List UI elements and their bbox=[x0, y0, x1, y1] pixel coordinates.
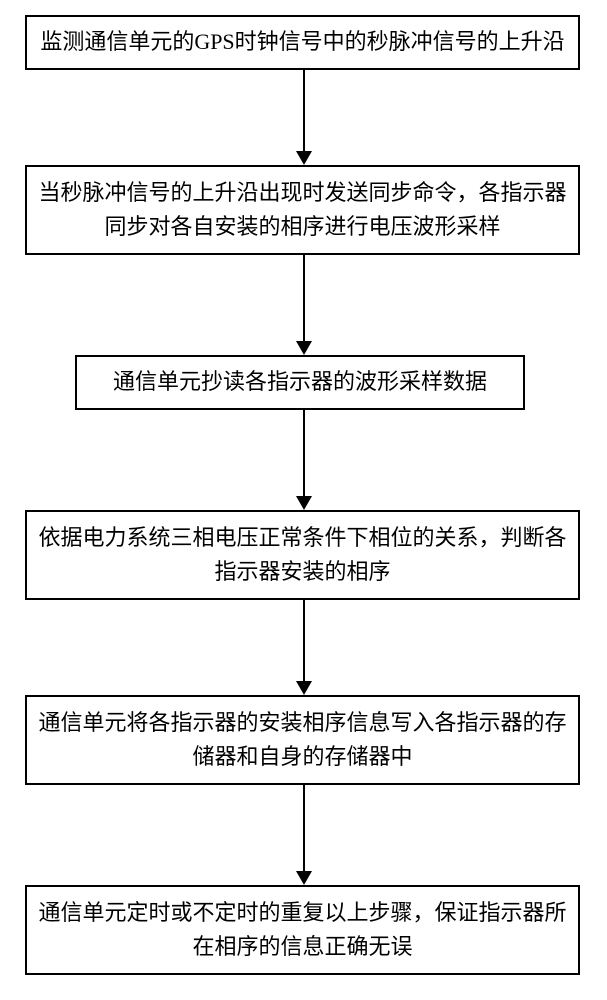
flow-edge-4-line bbox=[303, 600, 305, 681]
flow-node-6: 通信单元定时或不定时的重复以上步骤，保证指示器所在相序的信息正确无误 bbox=[25, 885, 580, 975]
flow-edge-2-line bbox=[303, 255, 305, 341]
flow-edge-2-head bbox=[296, 341, 312, 355]
flow-edge-3-line bbox=[303, 410, 305, 496]
flow-node-2-label: 当秒脉冲信号的上升沿出现时发送同步命令，各指示器同步对各自安装的相序进行电压波形… bbox=[37, 176, 568, 244]
flowchart-canvas: 监测通信单元的GPS时钟信号中的秒脉冲信号的上升沿 当秒脉冲信号的上升沿出现时发… bbox=[0, 0, 607, 1000]
flow-edge-1-line bbox=[303, 70, 305, 151]
flow-node-1-label: 监测通信单元的GPS时钟信号中的秒脉冲信号的上升沿 bbox=[40, 25, 564, 59]
flow-edge-3-head bbox=[296, 496, 312, 510]
flow-node-2: 当秒脉冲信号的上升沿出现时发送同步命令，各指示器同步对各自安装的相序进行电压波形… bbox=[25, 165, 580, 255]
flow-node-6-label: 通信单元定时或不定时的重复以上步骤，保证指示器所在相序的信息正确无误 bbox=[37, 896, 568, 964]
flow-node-3-label: 通信单元抄读各指示器的波形采样数据 bbox=[113, 365, 487, 399]
flow-node-4: 依据电力系统三相电压正常条件下相位的关系，判断各指示器安装的相序 bbox=[25, 510, 580, 600]
flow-node-1: 监测通信单元的GPS时钟信号中的秒脉冲信号的上升沿 bbox=[25, 15, 580, 70]
flow-edge-5-head bbox=[296, 871, 312, 885]
flow-node-3: 通信单元抄读各指示器的波形采样数据 bbox=[75, 355, 525, 410]
flow-edge-4-head bbox=[296, 681, 312, 695]
flow-edge-1-head bbox=[296, 151, 312, 165]
flow-node-4-label: 依据电力系统三相电压正常条件下相位的关系，判断各指示器安装的相序 bbox=[37, 521, 568, 589]
flow-node-5: 通信单元将各指示器的安装相序信息写入各指示器的存储器和自身的存储器中 bbox=[25, 695, 580, 785]
flow-edge-5-line bbox=[303, 785, 305, 871]
flow-node-5-label: 通信单元将各指示器的安装相序信息写入各指示器的存储器和自身的存储器中 bbox=[37, 706, 568, 774]
